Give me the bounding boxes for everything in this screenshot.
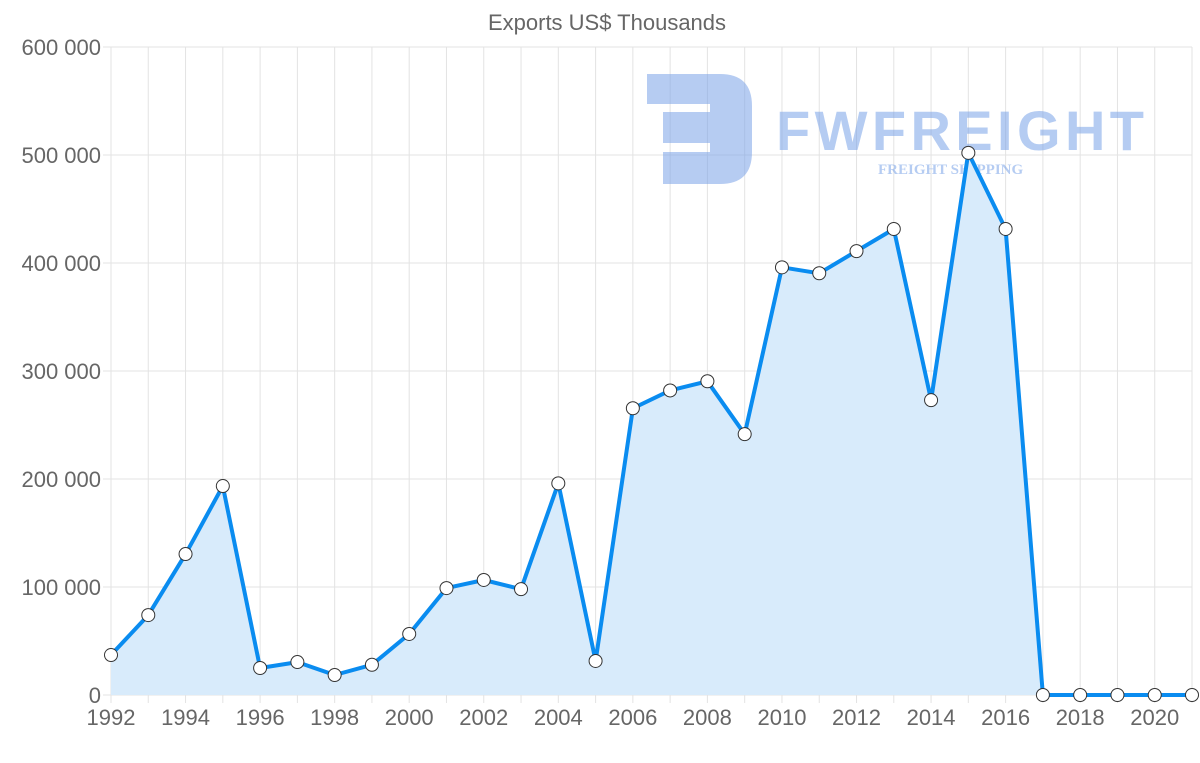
data-point	[364, 657, 379, 672]
y-tick-label: 500 000	[21, 143, 101, 168]
x-tick-label: 1992	[87, 705, 136, 730]
data-point	[737, 427, 752, 442]
data-point	[402, 626, 417, 641]
data-point	[514, 582, 529, 597]
data-point	[886, 221, 901, 236]
y-axis: 0 100 000 200 000 300 000 400 000 500 000 600 …	[21, 35, 101, 708]
data-point	[1147, 688, 1162, 702]
data-point	[104, 648, 118, 663]
y-tick-label: 300 000	[21, 359, 101, 384]
x-tick-label: 2018	[1056, 705, 1105, 730]
exports-series	[104, 145, 1199, 702]
data-point	[290, 655, 305, 670]
watermark-logo: FWFREIGHT FREIGHT SHIPPING	[647, 74, 1146, 184]
x-tick-label: 2008	[683, 705, 732, 730]
chart-title: Exports US$ Thousands	[488, 10, 726, 35]
data-point	[1035, 688, 1050, 702]
data-point	[178, 547, 193, 562]
data-point	[551, 476, 566, 491]
x-tick-label: 1998	[310, 705, 359, 730]
data-point	[215, 479, 230, 494]
data-point	[1073, 688, 1088, 702]
x-tick-label: 2006	[608, 705, 657, 730]
x-tick-label: 2000	[385, 705, 434, 730]
data-point	[625, 401, 640, 416]
data-point	[812, 266, 827, 281]
data-point	[1110, 688, 1125, 702]
x-tick-label: 1994	[161, 705, 210, 730]
data-point	[961, 145, 976, 160]
x-tick-label: 2010	[757, 705, 806, 730]
svg-text:FWFREIGHT: FWFREIGHT	[776, 99, 1146, 162]
y-tick-label: 200 000	[21, 467, 101, 492]
x-tick-label: 2002	[459, 705, 508, 730]
data-point	[663, 383, 678, 398]
logo-mark-icon	[647, 74, 752, 184]
data-point	[849, 244, 864, 259]
x-tick-label: 2020	[1130, 705, 1179, 730]
data-point	[1185, 688, 1199, 702]
y-tick-label: 0	[89, 683, 101, 708]
x-tick-label: 2016	[981, 705, 1030, 730]
x-tick-label: 1996	[236, 705, 285, 730]
data-point	[774, 260, 789, 275]
svg-text:FREIGHT SHIPPING: FREIGHT SHIPPING	[878, 162, 1023, 178]
x-tick-label: 2014	[907, 705, 956, 730]
x-tick-label: 2012	[832, 705, 881, 730]
y-tick-label: 400 000	[21, 251, 101, 276]
data-point	[588, 653, 603, 668]
y-tick-label: 600 000	[21, 35, 101, 60]
data-point	[998, 221, 1013, 236]
x-tick-label: 2004	[534, 705, 583, 730]
data-point	[476, 572, 491, 587]
data-point	[924, 393, 939, 408]
data-point	[439, 581, 454, 596]
data-point	[327, 668, 342, 683]
data-point	[141, 608, 156, 623]
series-area	[111, 152, 1192, 696]
y-tick-label: 100 000	[21, 575, 101, 600]
data-point	[700, 374, 715, 389]
data-point	[253, 661, 268, 675]
x-axis: 1992 1994 1996 1998 2000 2002 2004 2006 2008 2010…	[87, 705, 1180, 730]
